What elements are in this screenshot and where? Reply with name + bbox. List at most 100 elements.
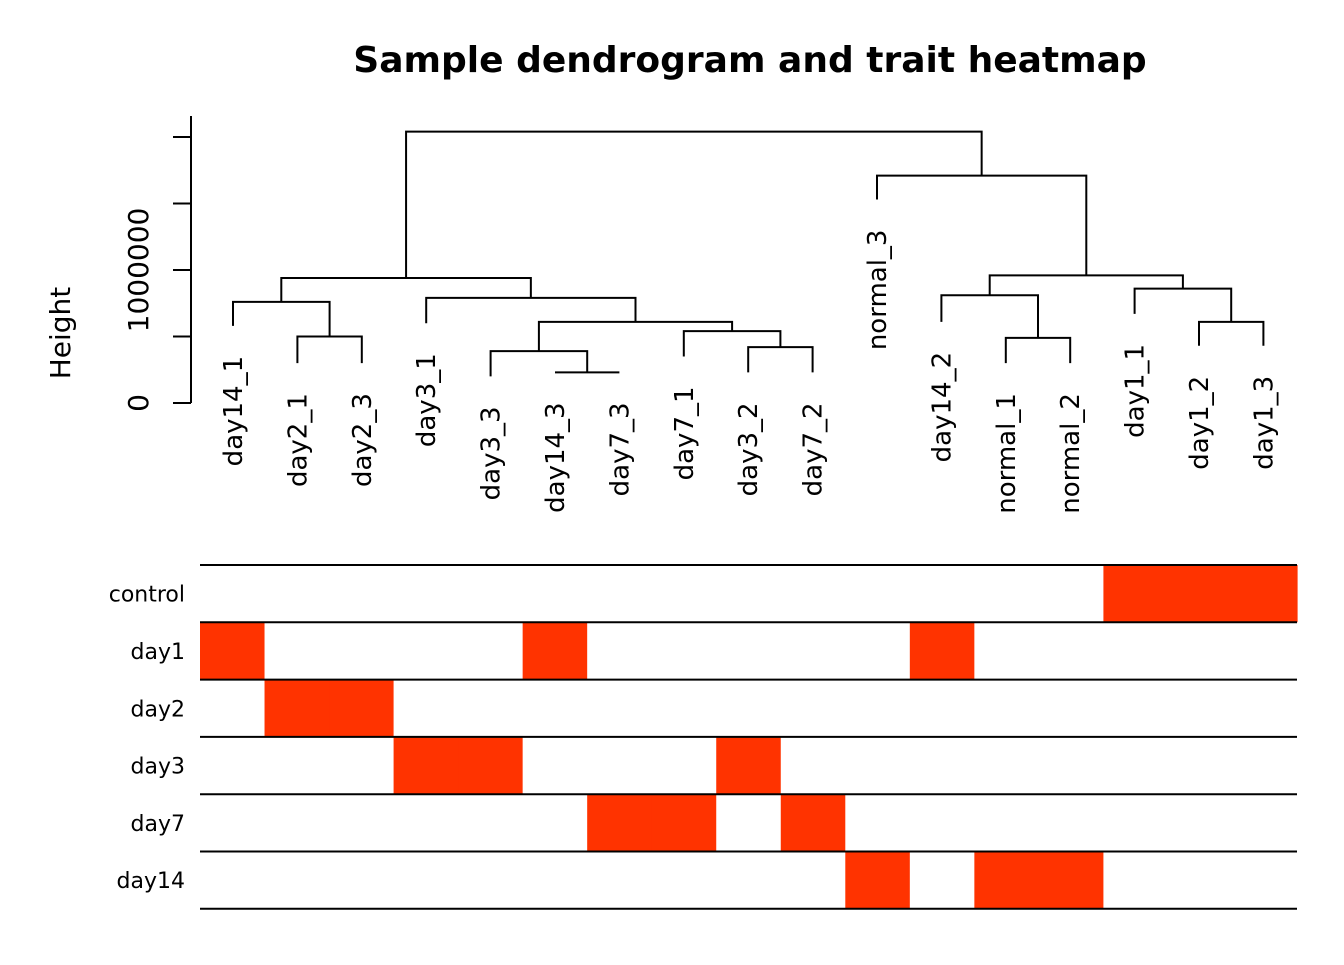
leaf-label: day7_1 (670, 386, 700, 480)
leaf-label: day2_3 (348, 393, 378, 487)
trait-label: control (109, 583, 185, 608)
leaf-label: day14_2 (927, 352, 957, 462)
heatmap-cell (974, 679, 1040, 737)
heatmap-cell (1103, 565, 1169, 623)
heatmap-cell (264, 736, 330, 795)
heatmap-cell (780, 794, 846, 852)
heatmap-cell (909, 679, 975, 737)
heatmap-cell (458, 736, 524, 795)
heatmap-cell (845, 679, 911, 737)
heatmap-cell (1167, 794, 1234, 852)
heatmap-cell (522, 851, 588, 909)
heatmap-cell (329, 565, 395, 623)
leaf-label: day3_3 (477, 406, 507, 500)
heatmap-cell (1232, 565, 1298, 623)
dendrogram (232, 130, 1265, 377)
heatmap-cell (651, 622, 717, 680)
heatmap-cell (1232, 794, 1298, 852)
heatmap-cell (1232, 679, 1298, 737)
heatmap-cell (329, 794, 395, 852)
heatmap-cell (974, 851, 1040, 909)
heatmap-cell (458, 794, 524, 852)
leaf-label: day7_2 (799, 402, 829, 496)
heatmap-cell (393, 565, 459, 623)
heatmap-cell (522, 736, 588, 795)
heatmap-cell (200, 565, 266, 623)
y-axis: 0 1000000 (122, 116, 192, 412)
heatmap-cell (909, 565, 975, 623)
heatmap-cell (1038, 851, 1105, 909)
heatmap-cell (716, 851, 782, 909)
heatmap-cell (329, 851, 395, 909)
heatmap-cell (587, 736, 653, 795)
heatmap-cell (522, 794, 588, 852)
leaf-label: day1_2 (1185, 376, 1215, 470)
heatmap-cell (909, 794, 975, 852)
heatmap-cell (716, 622, 782, 680)
heatmap-cell (651, 851, 717, 909)
heatmap-cell (393, 794, 459, 852)
y-tick-label: 0 (122, 394, 155, 412)
heatmap-cell (393, 679, 459, 737)
heatmap-cell (522, 679, 588, 737)
heatmap-cell (458, 679, 524, 737)
heatmap-cell (651, 794, 717, 852)
heatmap-cell (651, 679, 717, 737)
heatmap-cell (1103, 622, 1169, 680)
heatmap-cell (716, 679, 782, 737)
chart-title: Sample dendrogram and trait heatmap (353, 40, 1146, 81)
heatmap-cell (587, 679, 653, 737)
heatmap-cell (974, 565, 1040, 623)
heatmap-cell (1038, 794, 1105, 852)
heatmap-cell (200, 679, 266, 737)
heatmap-cell (1038, 565, 1105, 623)
heatmap-cell (1167, 679, 1234, 737)
heatmap-cell (200, 794, 266, 852)
heatmap-cell (780, 565, 846, 623)
heatmap-cell (716, 565, 782, 623)
heatmap-cell (909, 622, 975, 680)
heatmap-cell (587, 565, 653, 623)
leaf-labels: day14_1 day2_1 day2_3 day3_1 day3_3 day14_3 da… (219, 230, 1279, 514)
leaf-label: day1_1 (1121, 344, 1151, 438)
heatmap-cell (845, 794, 911, 852)
dendrogram-branch (1198, 320, 1265, 346)
heatmap-cell (780, 736, 846, 795)
heatmap-cell (780, 622, 846, 680)
leaf-label: normal_1 (992, 393, 1022, 514)
heatmap-cell (974, 736, 1040, 795)
heatmap-cell (329, 736, 395, 795)
leaf-label: day3_1 (412, 353, 442, 447)
heatmap-cell (909, 736, 975, 795)
heatmap-cell (1167, 851, 1234, 909)
heatmap-cell (264, 622, 330, 680)
heatmap-cell (909, 851, 975, 909)
trait-label: day14 (117, 869, 185, 894)
heatmap-cell (716, 794, 782, 852)
heatmap-cell (1038, 736, 1105, 795)
heatmap-cell (1103, 794, 1169, 852)
y-tick-label: 1000000 (122, 208, 155, 333)
heatmap-cell (1038, 622, 1105, 680)
heatmap-cell (264, 851, 330, 909)
dendrogram-branch (1133, 287, 1233, 322)
heatmap-cell (587, 851, 653, 909)
heatmap-cell (651, 736, 717, 795)
leaf-label: day14_3 (541, 402, 571, 512)
heatmap-cell (780, 851, 846, 909)
heatmap-cell (1103, 679, 1169, 737)
leaf-label: day14_1 (219, 356, 249, 466)
dendrogram-branch (682, 330, 782, 357)
heatmap-cell (716, 736, 782, 795)
heatmap-cell (1103, 736, 1169, 795)
heatmap-cell (651, 565, 717, 623)
heatmap-cell (329, 679, 395, 737)
heatmap-cell (1167, 565, 1234, 623)
heatmap-cell (200, 736, 266, 795)
heatmap-cell (458, 565, 524, 623)
heatmap-cell (393, 851, 459, 909)
heatmap-cell (1103, 851, 1169, 909)
trait-label: day2 (131, 697, 185, 722)
dendrogram-branch (876, 174, 1088, 276)
